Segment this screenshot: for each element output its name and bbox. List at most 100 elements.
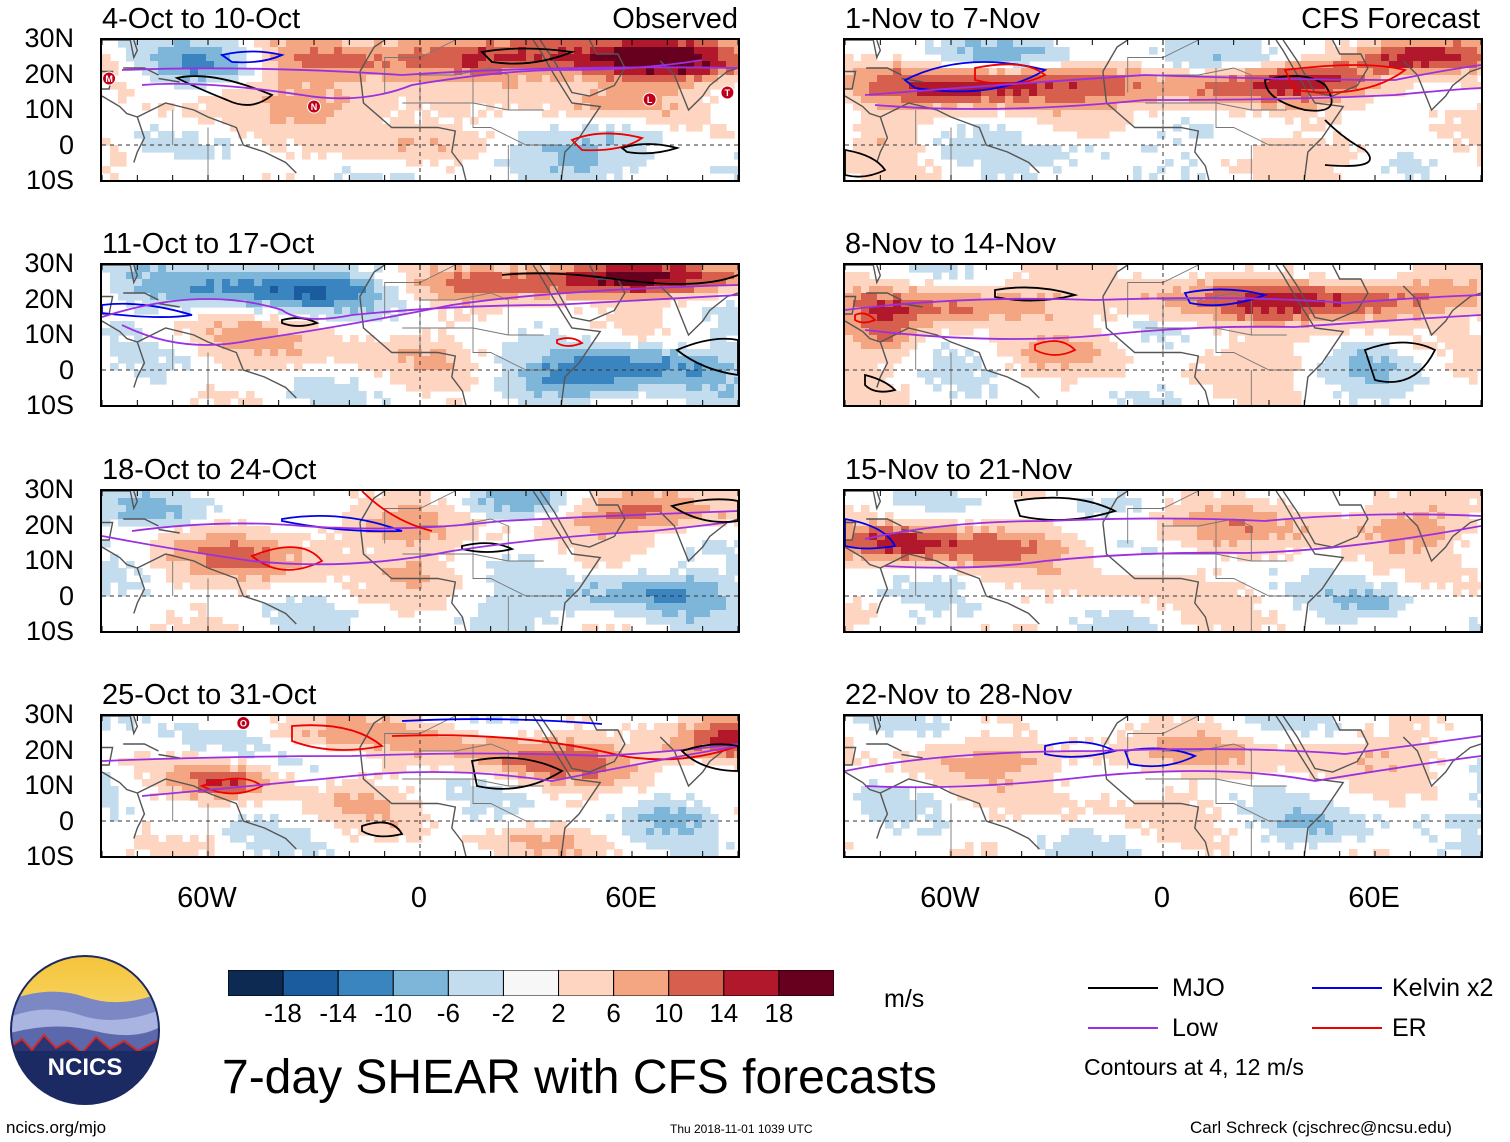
shear-cell: [470, 82, 479, 90]
shear-cell: [270, 82, 279, 90]
shear-cell: [334, 384, 343, 392]
shear-cell: [174, 835, 183, 843]
shear-cell: [853, 61, 862, 69]
shear-cell: [678, 349, 687, 357]
shear-cell: [1053, 75, 1062, 83]
shear-cell: [1077, 68, 1086, 76]
shear-cell: [126, 356, 135, 364]
shear-cell: [126, 279, 135, 287]
shear-cell: [726, 498, 735, 506]
shear-cell: [1261, 68, 1270, 76]
shear-cell: [454, 370, 463, 378]
shear-cell: [318, 391, 327, 399]
shear-cell: [382, 589, 391, 597]
shear-cell: [558, 159, 567, 167]
shear-cell: [710, 265, 719, 273]
shear-cell: [646, 265, 655, 273]
shear-cell: [574, 730, 583, 738]
shear-cell: [382, 61, 391, 69]
shear-cell: [654, 314, 663, 322]
shear-cell: [358, 512, 367, 520]
shear-cell: [1053, 54, 1062, 62]
shear-cell: [1165, 54, 1174, 62]
shear-cell: [574, 89, 583, 97]
shear-cell: [150, 758, 159, 766]
shear-cell: [150, 370, 159, 378]
shear-cell: [262, 61, 271, 69]
shear-cell: [678, 828, 687, 836]
shear-cell: [102, 498, 111, 506]
shear-cell: [622, 554, 631, 562]
shear-cell: [981, 40, 990, 48]
shear-cell: [246, 398, 255, 405]
shear-cell: [366, 779, 375, 787]
country-border: [384, 716, 456, 769]
shear-cell: [366, 730, 375, 738]
shear-cell: [494, 533, 503, 541]
shear-cell: [590, 89, 599, 97]
shear-cell: [230, 265, 239, 273]
wave-contour: [620, 143, 681, 155]
shear-cell: [446, 300, 455, 308]
shear-cell: [1341, 54, 1350, 62]
shear-cell: [502, 82, 511, 90]
shear-cell: [590, 835, 599, 843]
shear-cell: [278, 145, 287, 153]
shear-cell: [1061, 61, 1070, 69]
shear-cell: [438, 363, 447, 371]
shear-cell: [638, 540, 647, 548]
shear-cell: [342, 124, 351, 132]
shear-cell: [230, 835, 239, 843]
shear-cell: [630, 498, 639, 506]
shear-cell: [238, 765, 247, 773]
shear-cell: [686, 793, 695, 801]
shear-cell: [334, 110, 343, 118]
shear-cell: [1397, 47, 1406, 55]
shear-cell: [166, 498, 175, 506]
shear-cell: [614, 491, 623, 499]
shear-cell: [670, 730, 679, 738]
shear-cell: [150, 772, 159, 780]
shear-cell: [590, 370, 599, 378]
shear-cell: [646, 349, 655, 357]
shear-cell: [502, 349, 511, 357]
shear-cell: [590, 40, 599, 48]
shear-cell: [526, 370, 535, 378]
coastline: [539, 40, 626, 97]
shear-cell: [941, 75, 950, 83]
shear-cell: [246, 314, 255, 322]
shear-cell: [398, 828, 407, 836]
shear-cell: [622, 138, 631, 146]
shear-cell: [182, 103, 191, 111]
shear-cell: [198, 498, 207, 506]
shear-cell: [598, 765, 607, 773]
shear-cell: [734, 391, 738, 399]
shear-cell: [126, 293, 135, 301]
shear-cell: [446, 758, 455, 766]
shear-cell: [686, 617, 695, 625]
shear-cell: [198, 96, 207, 104]
shear-cell: [638, 110, 647, 118]
shear-cell: [702, 498, 711, 506]
shear-cell: [454, 145, 463, 153]
shear-cell: [670, 82, 679, 90]
shear-cell: [262, 765, 271, 773]
shear-cell: [1373, 40, 1382, 48]
shear-cell: [358, 575, 367, 583]
shear-cell: [166, 842, 175, 850]
shear-cell: [566, 765, 575, 773]
shear-cell: [654, 723, 663, 731]
shear-cell: [510, 610, 519, 618]
shear-cell: [462, 272, 471, 280]
shear-cell: [230, 547, 239, 555]
shear-cell: [214, 398, 223, 405]
shear-cell: [670, 96, 679, 104]
shear-cell: [158, 842, 167, 850]
shear-cell: [382, 758, 391, 766]
shear-cell: [861, 61, 870, 69]
shear-cell: [478, 617, 487, 625]
shear-cell: [630, 391, 639, 399]
shear-cell: [294, 384, 303, 392]
shear-cell: [406, 173, 415, 180]
shear-cell: [174, 279, 183, 287]
